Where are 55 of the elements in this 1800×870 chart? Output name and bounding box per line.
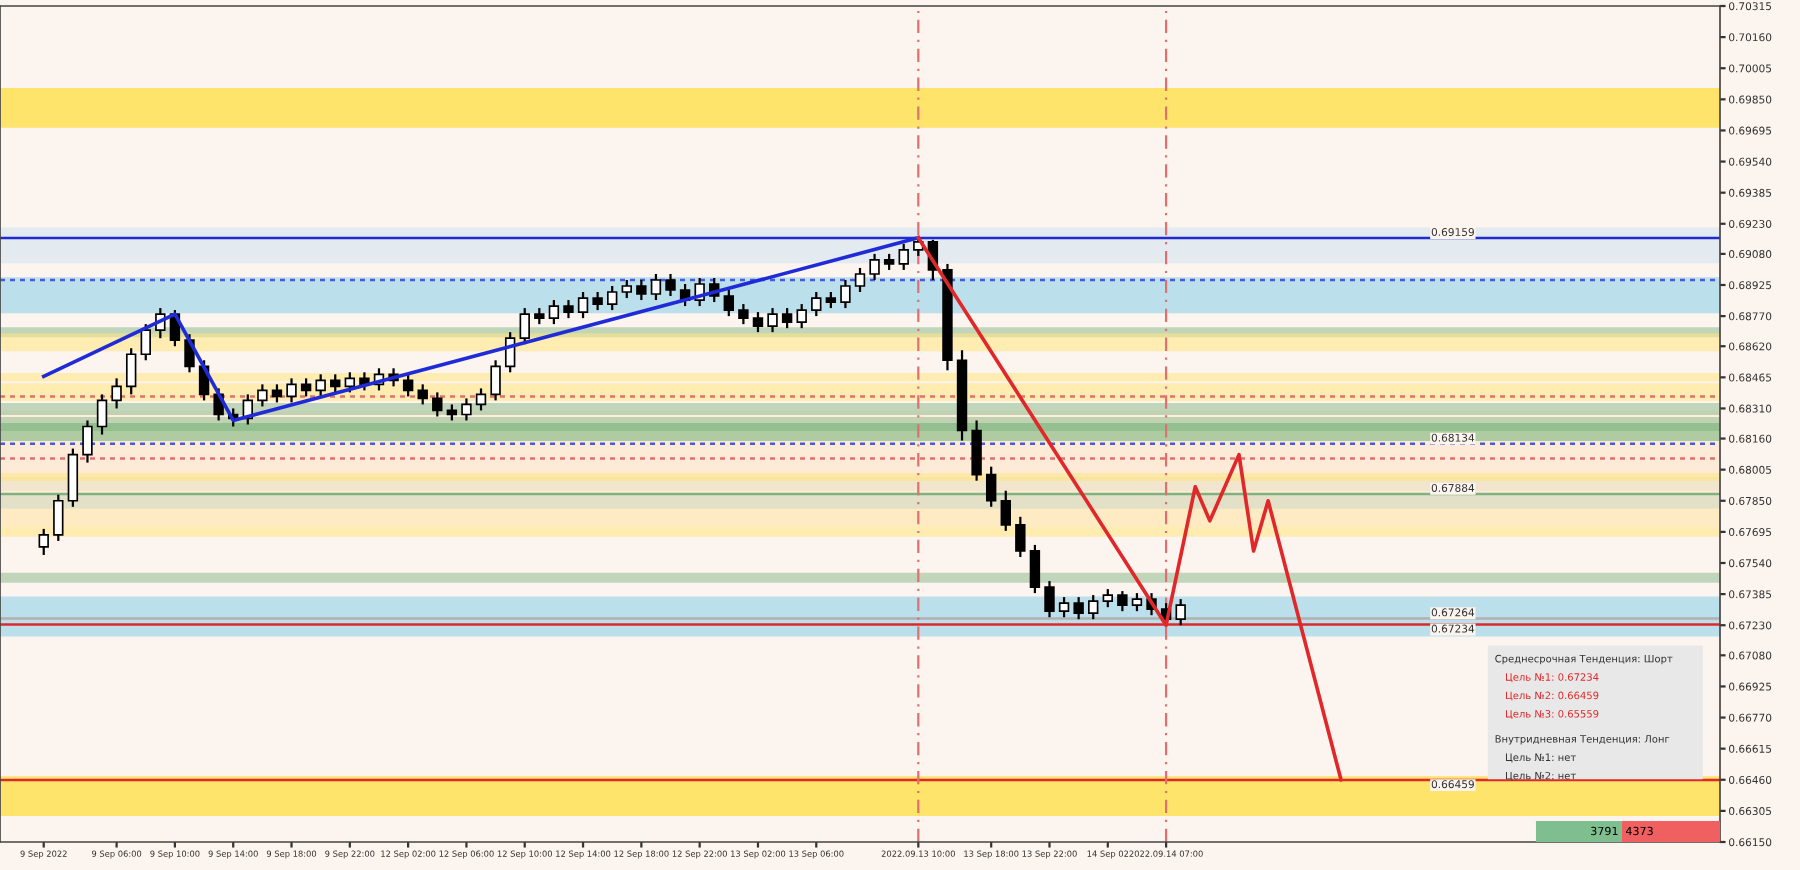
candlestick [971,419,982,482]
candlestick [38,527,49,557]
candlestick [621,278,632,300]
candlestick [781,306,793,330]
candlestick [1102,587,1114,609]
candlestick [53,493,64,543]
candlestick [330,373,341,394]
candlestick [344,371,356,394]
candlestick [1117,589,1128,613]
candlestick [490,359,501,402]
candlestick [1015,515,1026,559]
candlestick [257,383,268,408]
candlestick [811,290,822,318]
candlestick [1000,489,1011,532]
candlestick [417,383,428,406]
candlestick [665,272,676,298]
candlestick [432,391,443,418]
candlestick [723,288,735,318]
candlestick [1175,598,1186,627]
candlestick [650,272,662,302]
candlestick [96,393,108,436]
candlestick [592,290,603,312]
candlestick [1088,594,1099,621]
candlestick [1044,579,1055,619]
candlestick [767,306,778,334]
candlestick [898,242,909,272]
candlestick [315,373,326,398]
candlestick [1073,596,1084,621]
candlestick [636,278,647,302]
candlestick [125,347,137,396]
candlestick [300,377,312,398]
candlestick [738,302,749,326]
candlestick [475,387,487,412]
candlestick [840,278,851,310]
candlestick [563,298,574,320]
candlestick [1131,592,1143,613]
candlestick [67,447,79,508]
candlestick [111,377,122,410]
candlestick [82,419,93,464]
candlestick [461,397,472,422]
candlestick [577,290,589,320]
candlestick [869,252,880,282]
candlestick [854,266,866,294]
candlestick [1058,596,1070,619]
candlestick [606,284,618,312]
candlestick [1029,543,1041,595]
candlestick [985,465,997,508]
candlestick [796,302,807,330]
candlestick [140,323,151,362]
candlestick [519,306,530,346]
candlestick [271,383,283,404]
candlestick [286,377,297,404]
candlestick [402,373,414,398]
candlestick [752,310,764,334]
candlestick [548,298,560,326]
